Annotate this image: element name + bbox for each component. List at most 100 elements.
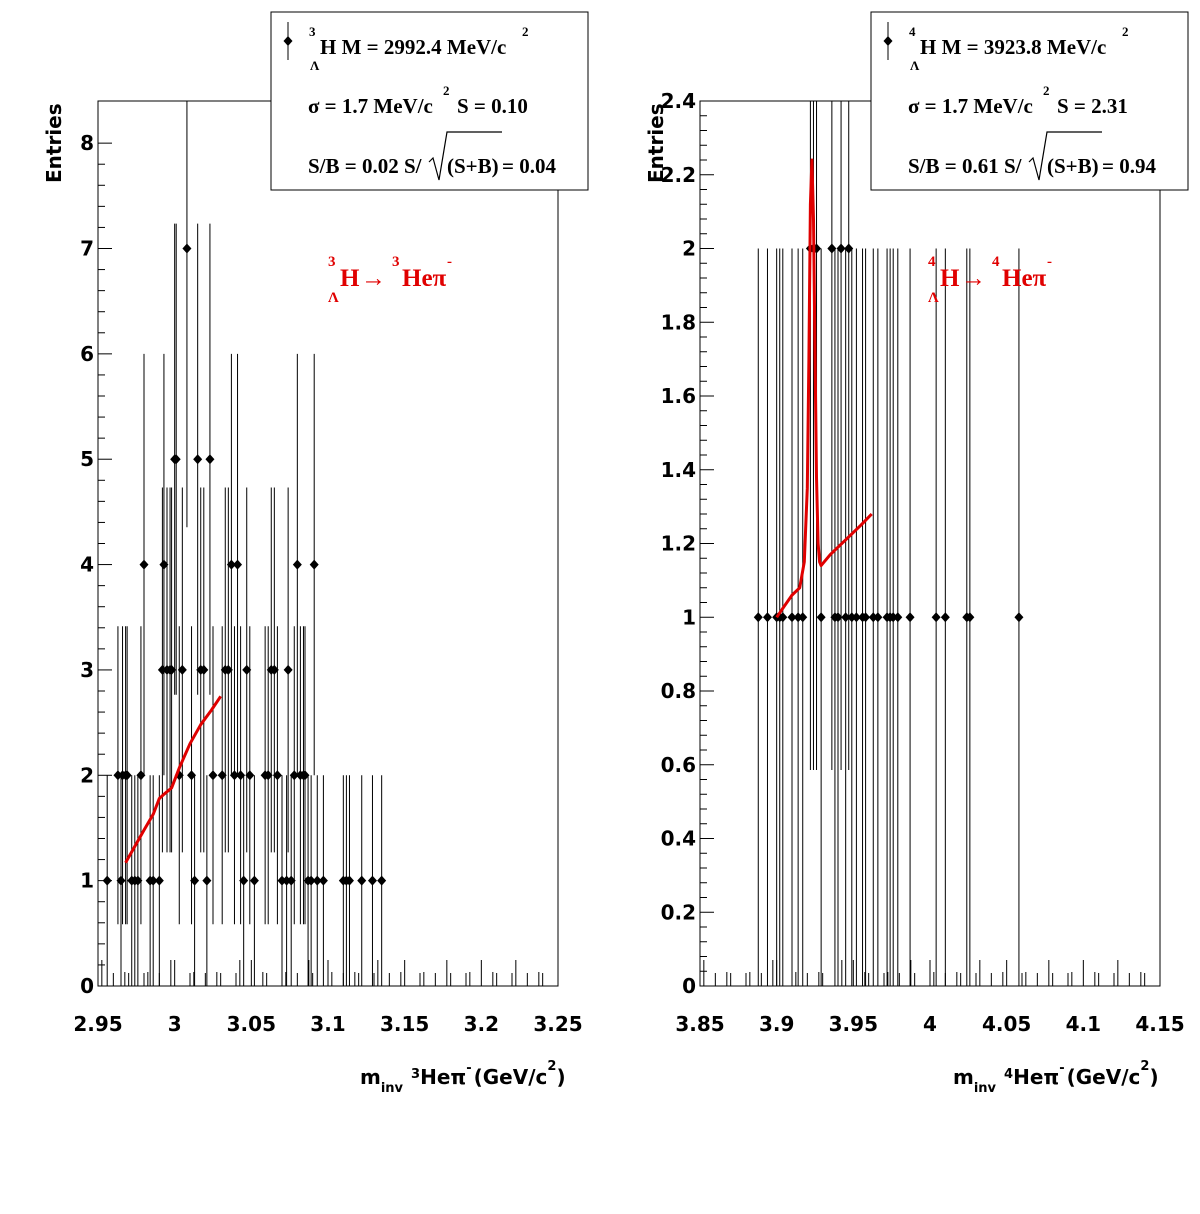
data-point xyxy=(245,770,255,781)
data-point xyxy=(787,612,797,623)
legend-sigma: σ = 1.7 MeV/c xyxy=(308,94,433,118)
data-point xyxy=(199,664,209,675)
data-point xyxy=(226,559,236,570)
y-tick-label: 6 xyxy=(80,342,94,366)
data-point xyxy=(177,664,187,675)
data-point xyxy=(309,559,319,570)
data-point xyxy=(113,770,123,781)
data-point xyxy=(289,770,299,781)
y-tick-label: 4 xyxy=(80,553,94,577)
legend-sb: S/B = 0.02 S/ xyxy=(308,154,423,178)
x-tick-label: 4.15 xyxy=(1135,1012,1184,1036)
y-tick-label: 2 xyxy=(80,763,94,787)
legend-sigma-exp: 2 xyxy=(1043,83,1050,98)
x-tick-label: 4.1 xyxy=(1066,1012,1101,1036)
x-axis-label-part: m xyxy=(360,1065,381,1089)
x-axis-label-part: 3 xyxy=(411,1067,420,1082)
y-tick-label: 1.4 xyxy=(661,458,696,482)
legend-lambda-sub: Λ xyxy=(310,58,320,73)
legend-mass: H M = 2992.4 MeV/c xyxy=(320,35,506,59)
data-point xyxy=(965,612,975,623)
x-axis-label: minv 4Heπ- (GeV/c2) xyxy=(953,1059,1159,1096)
data-point xyxy=(282,875,292,886)
x-tick-label: 3.9 xyxy=(759,1012,794,1036)
data-point xyxy=(122,770,132,781)
y-tick-label: 2.2 xyxy=(661,163,696,187)
data-point xyxy=(116,875,126,886)
data-point xyxy=(193,454,203,465)
legend-sigma-exp: 2 xyxy=(443,83,450,98)
x-tick-label: 3.05 xyxy=(227,1012,276,1036)
decay-charge: - xyxy=(447,254,452,270)
y-tick-label: 1.2 xyxy=(661,532,696,556)
legend-isotope: 3 xyxy=(309,24,316,39)
data-point xyxy=(344,875,354,886)
data-point xyxy=(187,770,197,781)
x-axis-label-part: He xyxy=(1013,1065,1043,1089)
data-point xyxy=(283,664,293,675)
data-point xyxy=(277,875,287,886)
y-tick-label: 3 xyxy=(80,658,94,682)
data-point xyxy=(827,243,837,254)
x-axis-label-part: - xyxy=(466,1061,471,1076)
data-point xyxy=(229,770,239,781)
data-point xyxy=(133,875,143,886)
data-point xyxy=(272,770,282,781)
decay-he: Heπ xyxy=(402,265,447,292)
legend-marker xyxy=(283,36,293,46)
decay-iso2: 3 xyxy=(392,254,400,270)
data-point xyxy=(249,875,259,886)
data-point xyxy=(217,770,227,781)
decay-lambda: Λ xyxy=(928,290,939,306)
legend-isotope: 4 xyxy=(909,24,916,39)
y-tick-label: 1.6 xyxy=(661,384,696,408)
data-point xyxy=(367,875,377,886)
decay-arrow: → xyxy=(361,265,386,292)
x-tick-label: 3.95 xyxy=(829,1012,878,1036)
x-axis-label: minv 3Heπ- (GeV/c2) xyxy=(360,1059,566,1096)
data-point xyxy=(171,454,181,465)
data-point xyxy=(102,875,112,886)
data-point xyxy=(148,875,158,886)
x-axis-label-part: inv xyxy=(381,1081,404,1096)
y-tick-label: 0.8 xyxy=(661,679,696,703)
legend-signal: S = 0.10 xyxy=(457,94,528,118)
data-point xyxy=(167,664,177,675)
data-point xyxy=(836,243,846,254)
x-axis-label-part: m xyxy=(953,1065,974,1089)
x-axis-label-part: ) xyxy=(556,1065,565,1089)
data-point xyxy=(312,875,322,886)
data-point xyxy=(139,559,149,570)
x-tick-label: 3.25 xyxy=(533,1012,582,1036)
legend-box xyxy=(270,11,589,191)
x-axis-label-part: - xyxy=(1059,1061,1064,1076)
legend-sqrt-sign xyxy=(428,131,502,181)
x-tick-label: 2.95 xyxy=(73,1012,122,1036)
right-panel: 3.85 3.9 3.95 4 4.05 4.1 4.15 0 0.2 0.4 0.6 0.8 1 1.2… xyxy=(644,11,1189,1096)
data-point xyxy=(236,770,246,781)
y-tick-label: 5 xyxy=(80,447,94,471)
y-tick-label: 7 xyxy=(80,237,94,261)
data-point xyxy=(357,875,367,886)
legend-lambda-sub: Λ xyxy=(910,58,920,73)
data-point xyxy=(263,770,273,781)
data-point xyxy=(940,612,950,623)
y-axis-label: Entries xyxy=(644,103,668,183)
legend-root: (S+B) xyxy=(1047,154,1099,178)
fit-curve xyxy=(124,695,222,864)
data-point xyxy=(1014,612,1024,623)
x-axis-label-part: (GeV/c xyxy=(1067,1065,1141,1089)
y-tick-label: 8 xyxy=(80,131,94,155)
data-point xyxy=(242,664,252,675)
legend-sigma: σ = 1.7 MeV/c xyxy=(908,94,1033,118)
legend-box xyxy=(870,11,1189,191)
data-point xyxy=(154,875,164,886)
data-point xyxy=(793,612,803,623)
y-tick-label: 1 xyxy=(682,605,696,629)
data-point xyxy=(136,770,146,781)
decay-charge: - xyxy=(1047,254,1052,270)
x-axis-label-part: ) xyxy=(1149,1065,1158,1089)
y-tick-label: 0.2 xyxy=(661,900,696,924)
decay-lambda: Λ xyxy=(328,290,339,306)
